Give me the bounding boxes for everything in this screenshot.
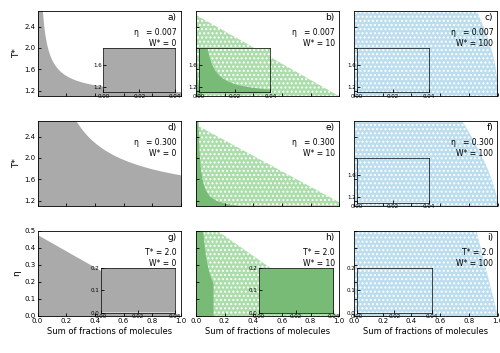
Y-axis label: T*: T*	[12, 48, 22, 58]
Text: η   = 0.007
W* = 10: η = 0.007 W* = 10	[292, 28, 335, 48]
Text: b): b)	[326, 13, 335, 22]
Text: e): e)	[326, 123, 335, 132]
Text: c): c)	[484, 13, 493, 22]
Text: h): h)	[326, 233, 335, 242]
Text: T* = 2.0
W* = 100: T* = 2.0 W* = 100	[456, 248, 493, 269]
X-axis label: Sum of fractions of molecules: Sum of fractions of molecules	[205, 327, 330, 336]
Text: g): g)	[168, 233, 176, 242]
Text: i): i)	[487, 233, 493, 242]
Y-axis label: η: η	[12, 270, 22, 276]
Text: d): d)	[168, 123, 176, 132]
Y-axis label: T*: T*	[12, 158, 22, 168]
Text: f): f)	[486, 123, 493, 132]
Text: η   = 0.300
W* = 100: η = 0.300 W* = 100	[450, 138, 493, 158]
Text: a): a)	[168, 13, 176, 22]
Text: T* = 2.0
W* = 10: T* = 2.0 W* = 10	[302, 248, 335, 269]
Text: η   = 0.300
W* = 0: η = 0.300 W* = 0	[134, 138, 176, 158]
Text: η   = 0.300
W* = 10: η = 0.300 W* = 10	[292, 138, 335, 158]
X-axis label: Sum of fractions of molecules: Sum of fractions of molecules	[364, 327, 488, 336]
Text: η   = 0.007
W* = 0: η = 0.007 W* = 0	[134, 28, 176, 48]
Text: η   = 0.007
W* = 100: η = 0.007 W* = 100	[450, 28, 493, 48]
Text: T* = 2.0
W* = 0: T* = 2.0 W* = 0	[145, 248, 176, 269]
X-axis label: Sum of fractions of molecules: Sum of fractions of molecules	[46, 327, 172, 336]
